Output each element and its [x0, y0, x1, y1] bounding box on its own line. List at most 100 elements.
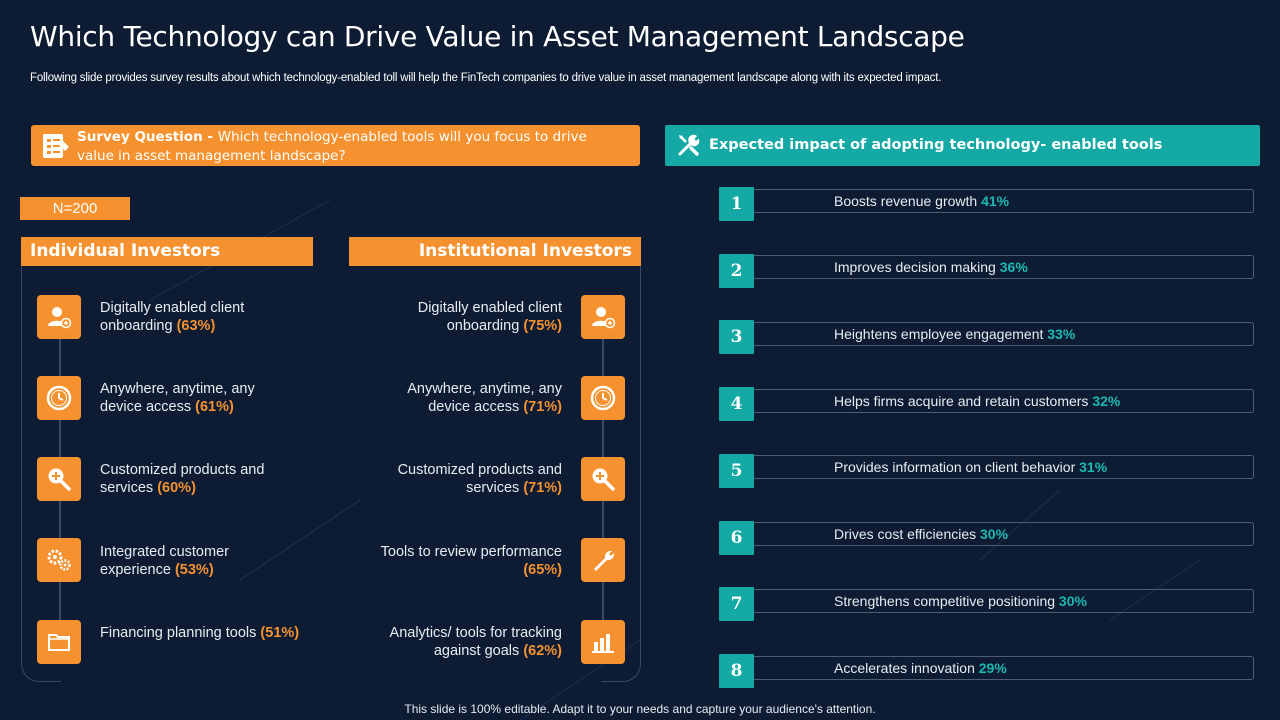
individual-item: Anywhere, anytime, any device access (61…	[100, 380, 300, 416]
gears-icon	[47, 549, 71, 571]
impact-item: Boosts revenue growth 41%	[834, 193, 1009, 209]
impact-label: Heightens employee engagement	[834, 326, 1048, 342]
item-percent: (60%)	[157, 480, 196, 496]
sample-size-badge: N=200	[20, 197, 130, 220]
institutional-icon-box	[581, 620, 625, 664]
institutional-icon-box	[581, 295, 625, 339]
user-add-icon	[592, 307, 616, 329]
clock-icon	[590, 385, 616, 411]
impact-percent: 32%	[1092, 393, 1121, 409]
item-percent: (71%)	[523, 399, 562, 415]
item-label: Digitally enabled client onboarding	[417, 300, 562, 334]
item-percent: (63%)	[176, 318, 216, 334]
institutional-icon-box	[581, 538, 625, 582]
impact-item: Helps firms acquire and retain customers…	[834, 393, 1120, 409]
individual-investors-heading: Individual Investors	[21, 237, 313, 266]
survey-question-banner: Survey Question - Which technology-enabl…	[31, 125, 640, 166]
wrench-icon	[594, 550, 615, 571]
impact-item: Heightens employee engagement 33%	[834, 326, 1075, 342]
impact-bar	[754, 589, 1254, 613]
impact-item: Provides information on client behavior …	[834, 459, 1107, 475]
institutional-icon-box	[581, 376, 625, 420]
impact-item: Improves decision making 36%	[834, 259, 1028, 275]
individual-item: Digitally enabled client onboarding (63%…	[100, 299, 300, 335]
item-label: Financing planning tools	[100, 625, 261, 641]
page-title: Which Technology can Drive Value in Asse…	[30, 20, 965, 53]
impact-label: Provides information on client behavior	[834, 459, 1080, 475]
survey-question-text: Survey Question - Which technology-enabl…	[77, 128, 617, 166]
item-percent: (62%)	[523, 643, 562, 659]
item-label: Digitally enabled client onboarding	[100, 300, 245, 334]
impact-number: 7	[719, 587, 754, 621]
impact-label: Accelerates innovation	[834, 660, 979, 676]
folder-icon	[48, 634, 70, 651]
search-plus-icon	[48, 468, 71, 491]
impact-percent: 30%	[1058, 593, 1087, 609]
impact-number: 8	[719, 654, 754, 688]
clock-icon	[46, 385, 72, 411]
impact-percent: 33%	[1047, 326, 1076, 342]
item-label: Anywhere, anytime, any device access	[407, 381, 562, 415]
impact-percent: 31%	[1079, 459, 1108, 475]
impact-number: 6	[719, 521, 754, 555]
item-percent: (51%)	[260, 625, 300, 641]
impact-bar	[754, 322, 1254, 346]
impact-label: Helps firms acquire and retain customers	[834, 393, 1093, 409]
institutional-icon-box	[581, 457, 625, 501]
bar-chart-icon	[592, 634, 614, 653]
impact-number: 3	[719, 320, 754, 354]
item-label: Customized products and services	[397, 462, 562, 496]
impact-percent: 29%	[978, 660, 1007, 676]
item-percent: (53%)	[174, 562, 214, 578]
impact-bar	[754, 656, 1254, 680]
individual-icon-box	[37, 295, 81, 339]
impact-item: Accelerates innovation 29%	[834, 660, 1007, 676]
item-label: Anywhere, anytime, any device access	[100, 381, 255, 415]
impact-number: 4	[719, 387, 754, 421]
item-label: Customized products and services	[100, 462, 265, 496]
individual-bracket	[21, 266, 61, 682]
impact-percent: 36%	[999, 259, 1028, 275]
impact-bar	[754, 522, 1254, 546]
impact-label: Drives cost efficiencies	[834, 526, 981, 542]
individual-item: Integrated customer experience (53%)	[100, 543, 300, 579]
item-label: Tools to review performance	[380, 544, 562, 560]
impact-percent: 41%	[981, 193, 1010, 209]
search-plus-icon	[592, 468, 615, 491]
impact-bar	[754, 255, 1254, 279]
impact-heading-banner: Expected impact of adopting technology- …	[665, 125, 1260, 166]
impact-label: Boosts revenue growth	[834, 193, 982, 209]
institutional-bracket	[601, 266, 641, 682]
impact-item: Drives cost efficiencies 30%	[834, 526, 1008, 542]
item-label: Analytics/ tools for tracking against go…	[389, 625, 562, 659]
institutional-investors-heading: Institutional Investors	[349, 237, 641, 266]
impact-number: 5	[719, 454, 754, 488]
page-subtitle: Following slide provides survey results …	[30, 72, 942, 84]
impact-number: 1	[719, 187, 754, 221]
impact-number: 2	[719, 254, 754, 288]
item-label: Integrated customer experience	[100, 544, 229, 578]
item-percent: (65%)	[523, 562, 562, 578]
impact-percent: 30%	[980, 526, 1009, 542]
impact-bar	[754, 189, 1254, 213]
survey-label: Survey Question	[77, 129, 203, 145]
impact-bar	[754, 389, 1254, 413]
individual-icon-box	[37, 620, 81, 664]
institutional-item: Customized products and services (71%)	[362, 461, 562, 497]
individual-item: Customized products and services (60%)	[100, 461, 300, 497]
individual-icon-box	[37, 457, 81, 501]
institutional-item: Digitally enabled client onboarding (75%…	[362, 299, 562, 335]
institutional-item: Tools to review performance (65%)	[362, 543, 562, 579]
institutional-item: Analytics/ tools for tracking against go…	[362, 624, 562, 660]
footer-note: This slide is 100% editable. Adapt it to…	[404, 702, 876, 716]
user-add-icon	[48, 307, 72, 329]
survey-document-icon	[43, 134, 69, 158]
impact-heading: Expected impact of adopting technology- …	[709, 137, 1163, 153]
item-percent: (71%)	[523, 480, 562, 496]
item-percent: (61%)	[195, 399, 234, 415]
impact-label: Improves decision making	[834, 259, 1000, 275]
impact-label: Strengthens competitive positioning	[834, 593, 1059, 609]
impact-bar	[754, 455, 1254, 479]
survey-question: Which technology-enabled tools will you …	[77, 129, 587, 164]
